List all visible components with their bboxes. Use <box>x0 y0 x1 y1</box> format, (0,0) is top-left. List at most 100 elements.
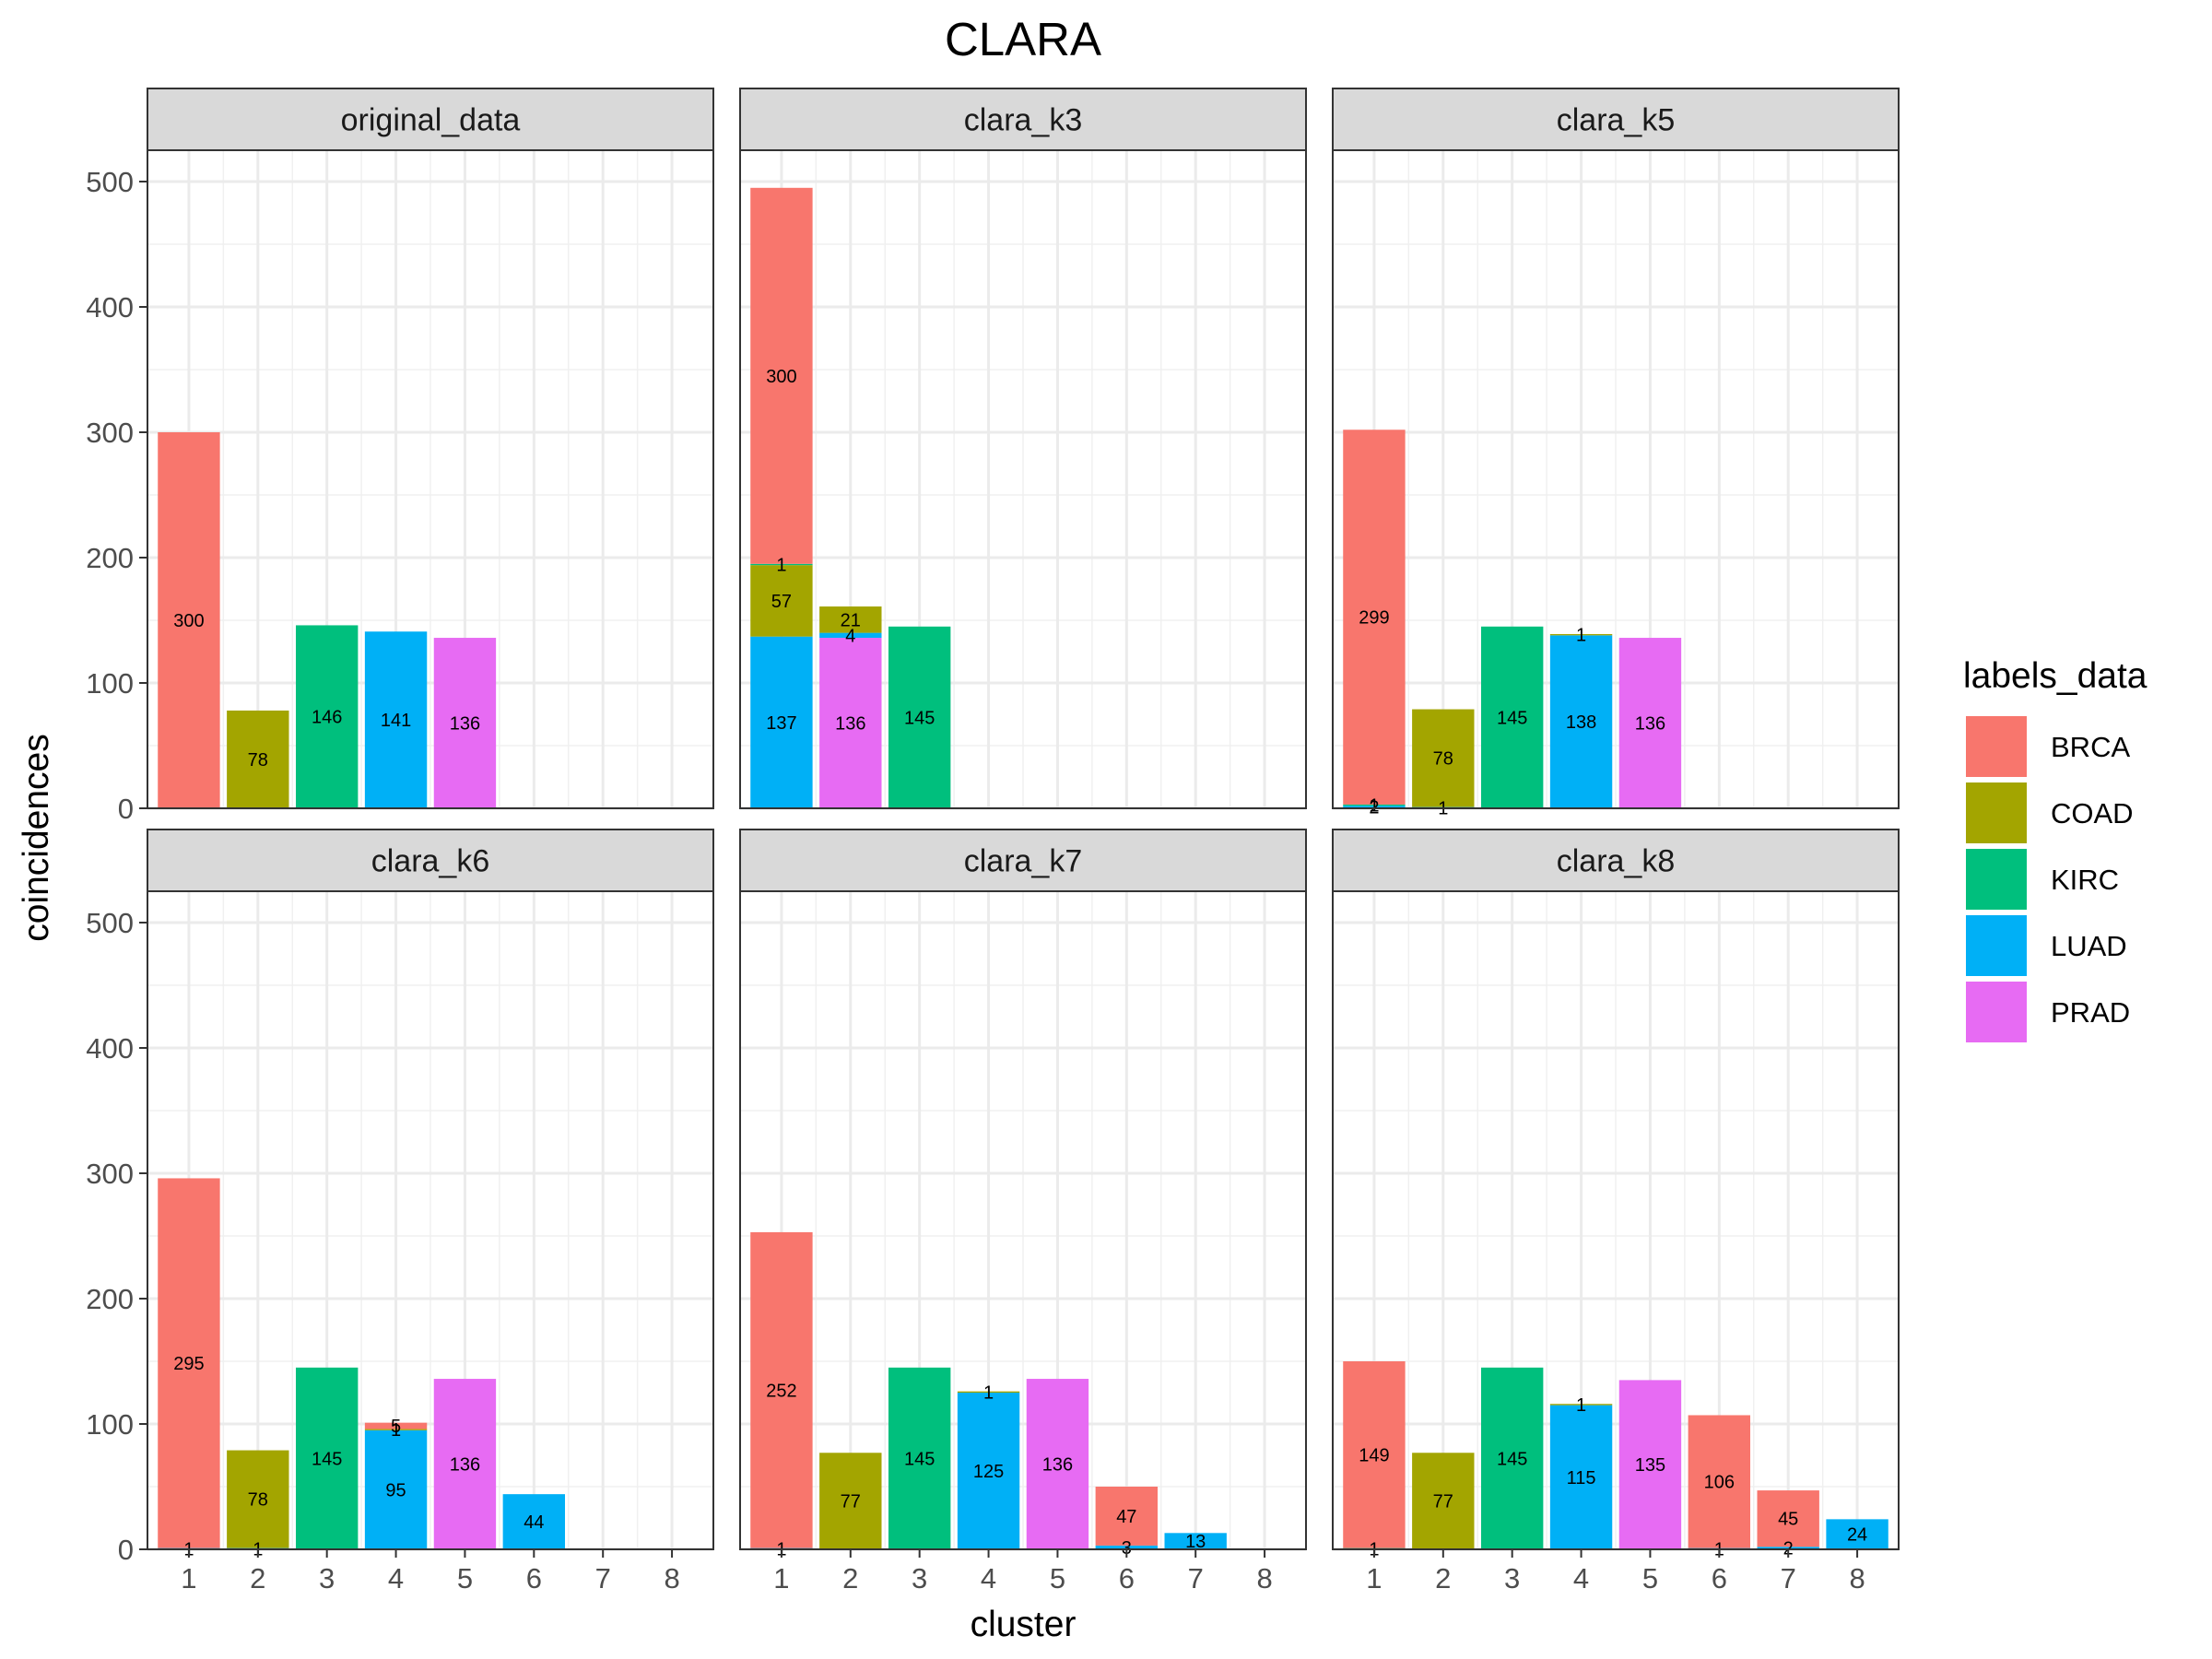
bar-segment-coad <box>957 1391 1020 1393</box>
bar-value-label: 24 <box>1847 1525 1867 1546</box>
bar-segment-brca <box>750 187 813 564</box>
x-tick-label: 4 <box>388 1562 404 1594</box>
y-tick-label: 0 <box>118 1534 134 1566</box>
bars <box>750 1231 1227 1549</box>
bar-value-label: 252 <box>766 1381 796 1401</box>
bar-segment-coad <box>750 565 813 637</box>
bar-segment-coad <box>1412 709 1475 807</box>
x-tick-label: 2 <box>842 1562 858 1594</box>
bar-segment-luad <box>502 1494 566 1549</box>
bar-segment-kirc <box>1480 1367 1544 1549</box>
facet-strip <box>1332 88 1900 151</box>
y-tick-label: 100 <box>86 1408 134 1441</box>
y-tick-label: 400 <box>86 1032 134 1065</box>
bar-value-label: 78 <box>248 750 268 771</box>
legend-title: labels_data <box>1963 656 2147 696</box>
bar-value-label: 1 <box>776 555 786 575</box>
bar-value-label: 295 <box>173 1354 204 1374</box>
bar-segment-kirc <box>295 625 359 808</box>
y-tick-label: 400 <box>86 291 134 324</box>
x-tick-label: 1 <box>773 1562 789 1594</box>
legend-key-kirc <box>1966 849 2027 910</box>
x-tick-label: 4 <box>1573 1562 1589 1594</box>
y-tick-label: 200 <box>86 542 134 574</box>
bar-value-label: 45 <box>1778 1510 1798 1530</box>
bar-segment-kirc <box>888 626 951 808</box>
bar-value-label: 145 <box>904 1449 935 1469</box>
bar-value-label: 78 <box>248 1490 268 1511</box>
bar-segment-luad <box>819 632 882 639</box>
x-tick-label: 7 <box>595 1562 611 1594</box>
bar-value-label: 77 <box>1433 1492 1453 1512</box>
x-tick-label: 8 <box>664 1562 679 1594</box>
bar-segment-prad <box>819 638 882 808</box>
facet-label: clara_k8 <box>1557 844 1676 879</box>
x-tick-label: 4 <box>981 1562 996 1594</box>
bars <box>1343 429 1682 808</box>
bar-segment-coad <box>1549 633 1613 636</box>
y-tick-label: 500 <box>86 907 134 939</box>
panel-clara_k3: clara_k3 137 57 1 300 136 421 145 <box>739 88 1307 810</box>
bar-segment-luad <box>364 631 428 808</box>
bar-segment-prad <box>433 638 497 808</box>
bar-value-label: 106 <box>1704 1473 1735 1493</box>
panel-border <box>1332 149 1900 809</box>
legend-label: KIRC <box>2051 864 2119 896</box>
x-tick-label: 7 <box>1781 1562 1796 1594</box>
bar-value-label: 135 <box>1635 1455 1665 1476</box>
panel-border <box>147 149 714 809</box>
panel-clara_k8: clara_k811497714511511351106245241234567… <box>1332 829 1900 1594</box>
bar-value-label: 138 <box>1566 712 1596 733</box>
y-axis-title: coincidences <box>17 734 56 941</box>
bar-segment-coad <box>1549 1404 1613 1406</box>
panel-clara_k7: clara_k712527714512511363471312345678 <box>739 829 1307 1594</box>
bar-segment-luad <box>750 636 813 808</box>
bar-segment-brca <box>1343 1361 1406 1548</box>
x-tick-label: 3 <box>912 1562 927 1594</box>
bar-value-label: 136 <box>1042 1455 1073 1476</box>
x-tick-label: 3 <box>1504 1562 1520 1594</box>
bar-segment-coad <box>1412 1453 1475 1549</box>
panel-border <box>147 890 714 1550</box>
legend-key-luad <box>1966 915 2027 976</box>
bars <box>1343 1361 1888 1549</box>
x-tick-label: 8 <box>1849 1562 1865 1594</box>
bar-value-label: 1 <box>1576 1395 1586 1416</box>
legend-label: LUAD <box>2051 930 2127 962</box>
bar-value-label: 21 <box>841 610 861 630</box>
bar-value-label: 149 <box>1359 1445 1389 1465</box>
x-tick-label: 1 <box>181 1562 196 1594</box>
bars <box>750 187 951 808</box>
bar-segment-prad <box>1618 638 1682 808</box>
bar-segment-brca <box>1343 429 1406 805</box>
bar-segment-prad <box>433 1379 497 1549</box>
bar-value-label: 299 <box>1359 608 1389 629</box>
facet-strip <box>147 88 714 151</box>
bar-segment-luad <box>1549 1405 1613 1549</box>
panel-border <box>1332 890 1900 1550</box>
bar-value-label: 5 <box>391 1417 401 1437</box>
bar-value-label: 125 <box>973 1462 1004 1482</box>
bars <box>158 432 497 808</box>
y-tick-label: 200 <box>86 1283 134 1315</box>
bar-segment-kirc <box>750 563 813 566</box>
bar-segment-luad <box>1549 635 1613 808</box>
bar-segment-kirc <box>1343 804 1406 806</box>
bar-segment-coad <box>364 1429 428 1430</box>
facet-label: clara_k5 <box>1557 103 1676 138</box>
bar-value-label: 4 <box>845 626 855 646</box>
facet-label: original_data <box>341 103 521 138</box>
bar-segment-brca <box>158 432 220 808</box>
bar-segment-brca <box>158 1178 220 1548</box>
bar-segment-coad <box>819 1453 882 1549</box>
bar-labels: 137 57 1 300 136 421 145 <box>766 367 935 735</box>
legend: labels_data BRCA COAD KIRC LUAD PRAD <box>1963 656 2147 1042</box>
bar-value-label: 145 <box>1497 708 1527 728</box>
x-tick-label: 2 <box>1435 1562 1451 1594</box>
bar-value-label: 300 <box>766 367 796 387</box>
bar-value-label: 1 <box>391 1420 401 1441</box>
legend-label: PRAD <box>2051 996 2130 1029</box>
bar-segment-prad <box>1618 1380 1682 1549</box>
bar-value-label: 78 <box>1433 749 1453 770</box>
